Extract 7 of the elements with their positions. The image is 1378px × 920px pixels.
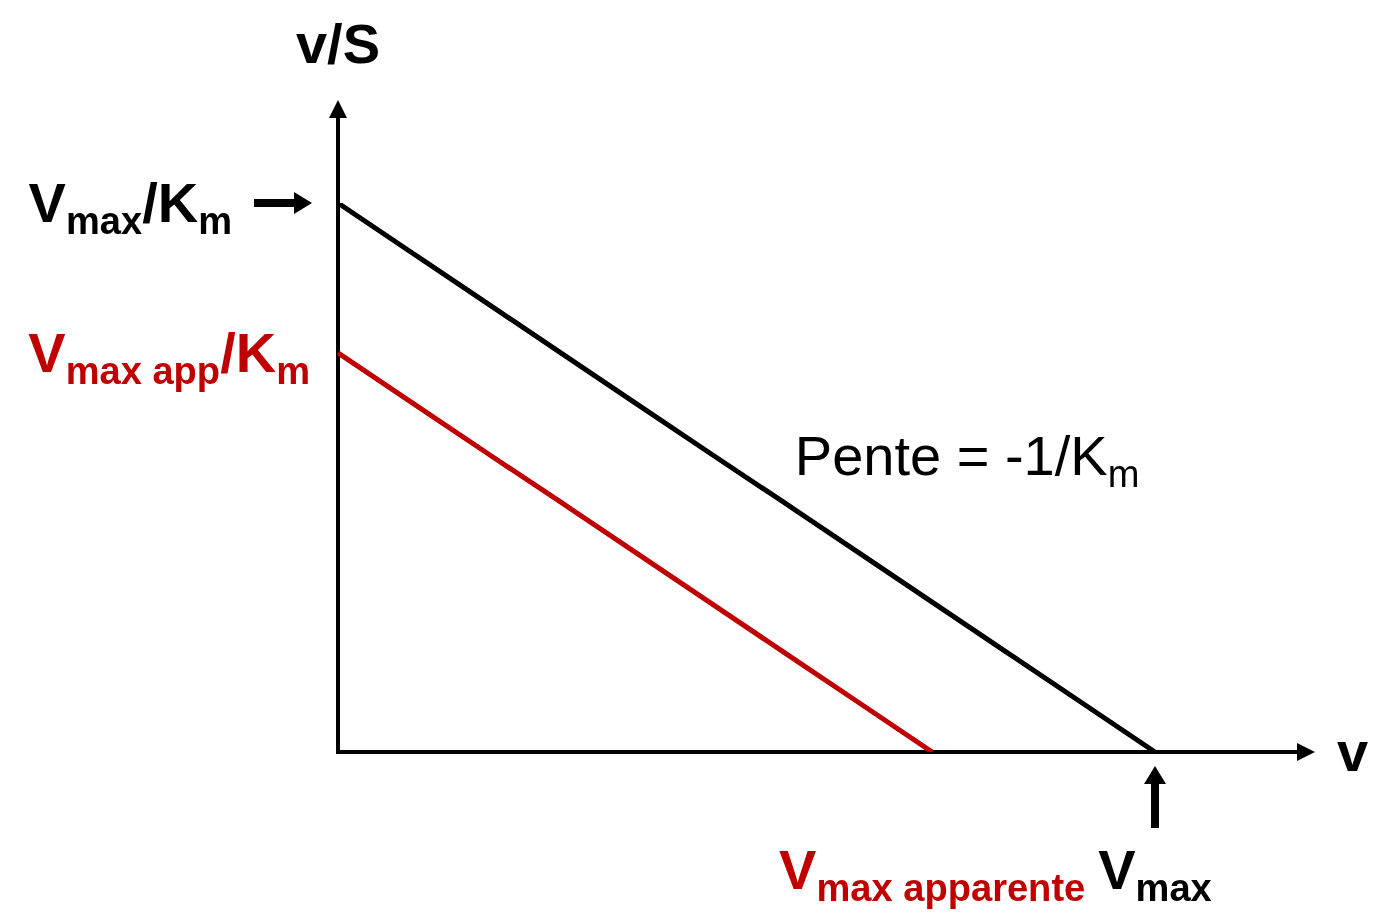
series-label: V$_{max app}$/K$_{m}$: [28, 320, 310, 392]
x-tick-label: V$_{max apparente}$: [779, 838, 1086, 910]
legend-label: V$_{max}$/K$_{m}$: [28, 170, 232, 242]
x-tick-label: V$_{max}$: [1098, 838, 1212, 910]
x-axis-title: v: [1337, 719, 1369, 785]
y-axis-title: v/S: [295, 11, 381, 76]
annotation: Pente = -1/K$_{m}$: [794, 423, 1140, 495]
